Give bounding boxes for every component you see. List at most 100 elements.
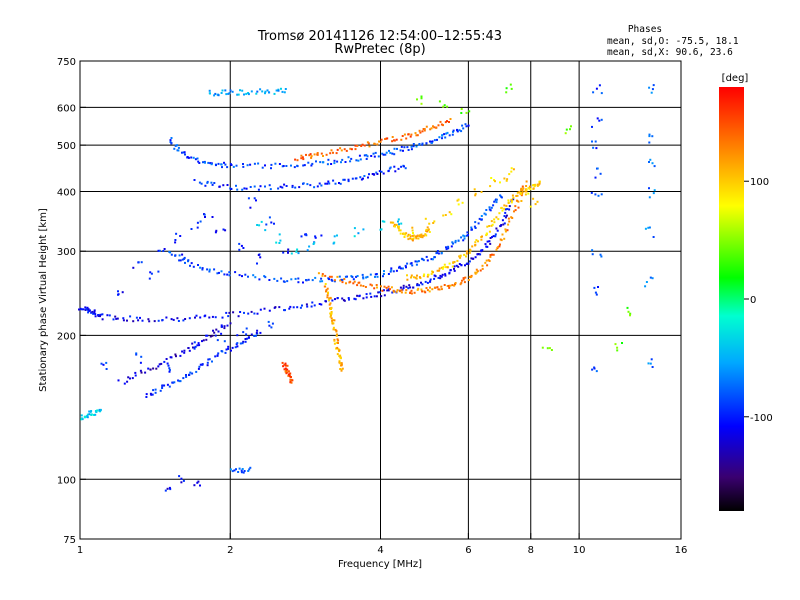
echo-point: [509, 83, 512, 86]
echo-point: [333, 280, 336, 283]
echo-point: [360, 178, 363, 181]
echo-point: [320, 303, 323, 306]
echo-point: [429, 278, 432, 281]
echo-point: [412, 276, 415, 279]
echo-point: [339, 279, 342, 282]
echo-point: [442, 214, 445, 217]
echo-point: [614, 343, 617, 346]
echo-point: [474, 241, 477, 244]
echo-point: [244, 338, 247, 340]
chart-subtitle: RwPretec (8p): [334, 42, 425, 57]
echo-point: [428, 290, 431, 293]
echo-point: [591, 125, 593, 128]
echo-point: [199, 220, 202, 223]
echo-point: [382, 153, 385, 156]
echo-point: [334, 298, 336, 301]
echo-point: [396, 147, 398, 150]
echo-point: [223, 327, 226, 330]
echo-point: [443, 104, 446, 107]
echo-point: [424, 291, 427, 294]
echo-point: [389, 151, 392, 154]
echo-point: [117, 379, 120, 382]
echo-point: [268, 324, 271, 327]
echo-point: [441, 134, 444, 137]
echo-point: [157, 319, 160, 322]
echo-point: [358, 154, 361, 157]
echo-point: [446, 120, 448, 123]
echo-point: [127, 376, 130, 379]
echo-point: [429, 140, 431, 143]
echo-point: [340, 368, 343, 371]
echo-point: [460, 236, 463, 239]
echo-point: [341, 281, 344, 284]
echo-point: [259, 256, 262, 259]
echo-point: [189, 264, 191, 267]
echo-point: [187, 347, 190, 349]
echo-point: [477, 240, 479, 243]
echo-point: [650, 91, 653, 94]
echo-point: [336, 346, 339, 349]
echo-point: [433, 286, 436, 289]
echo-point: [294, 277, 297, 280]
echo-point: [450, 245, 453, 248]
echo-point: [174, 241, 177, 244]
echo-point: [307, 161, 310, 164]
echo-point: [132, 320, 135, 323]
echo-point: [464, 123, 467, 126]
echo-point: [216, 272, 219, 275]
echo-point: [395, 290, 398, 293]
echo-point: [259, 331, 262, 334]
echo-point: [503, 215, 506, 217]
echo-point: [415, 263, 418, 266]
echo-point: [490, 177, 493, 179]
echo-point: [199, 484, 201, 487]
echo-point: [462, 277, 465, 280]
echo-point: [504, 230, 507, 233]
echo-point: [294, 158, 297, 161]
echo-point: [393, 223, 396, 226]
echo-point: [129, 377, 131, 380]
echo-point: [325, 300, 327, 303]
echo-point: [468, 251, 471, 254]
echo-point: [309, 153, 312, 156]
echo-point: [415, 145, 418, 148]
echo-point: [480, 249, 483, 252]
echo-point: [209, 335, 212, 338]
echo-point: [193, 179, 196, 181]
echo-point: [505, 214, 508, 217]
echo-point: [198, 162, 201, 164]
echo-point: [242, 163, 244, 165]
echo-point: [222, 184, 225, 187]
echo-point: [359, 284, 362, 287]
echo-point: [453, 265, 456, 268]
echo-point: [468, 248, 471, 251]
echo-point: [534, 203, 537, 206]
echo-point: [211, 315, 214, 318]
echo-point: [465, 250, 468, 253]
echo-point: [492, 204, 495, 207]
echo-point: [211, 183, 214, 186]
echo-point: [651, 366, 654, 368]
echo-point: [432, 125, 434, 128]
echo-point: [169, 139, 172, 142]
echo-point: [446, 131, 449, 134]
echo-point: [438, 100, 441, 103]
echo-point: [211, 334, 214, 337]
echo-point: [422, 234, 425, 237]
echo-point: [213, 94, 216, 97]
echo-point: [514, 205, 517, 208]
echo-point: [382, 172, 385, 175]
echo-point: [481, 249, 484, 252]
echo-point: [506, 208, 509, 210]
echo-point: [269, 188, 272, 191]
echo-point: [448, 121, 450, 123]
echo-point: [235, 468, 237, 471]
echo-point: [210, 163, 213, 166]
echo-point: [192, 346, 194, 349]
echo-point: [444, 274, 447, 277]
echo-point: [499, 238, 502, 241]
echo-point: [481, 267, 484, 270]
echo-point: [249, 186, 252, 188]
echo-point: [347, 297, 350, 299]
echo-point: [371, 284, 373, 287]
